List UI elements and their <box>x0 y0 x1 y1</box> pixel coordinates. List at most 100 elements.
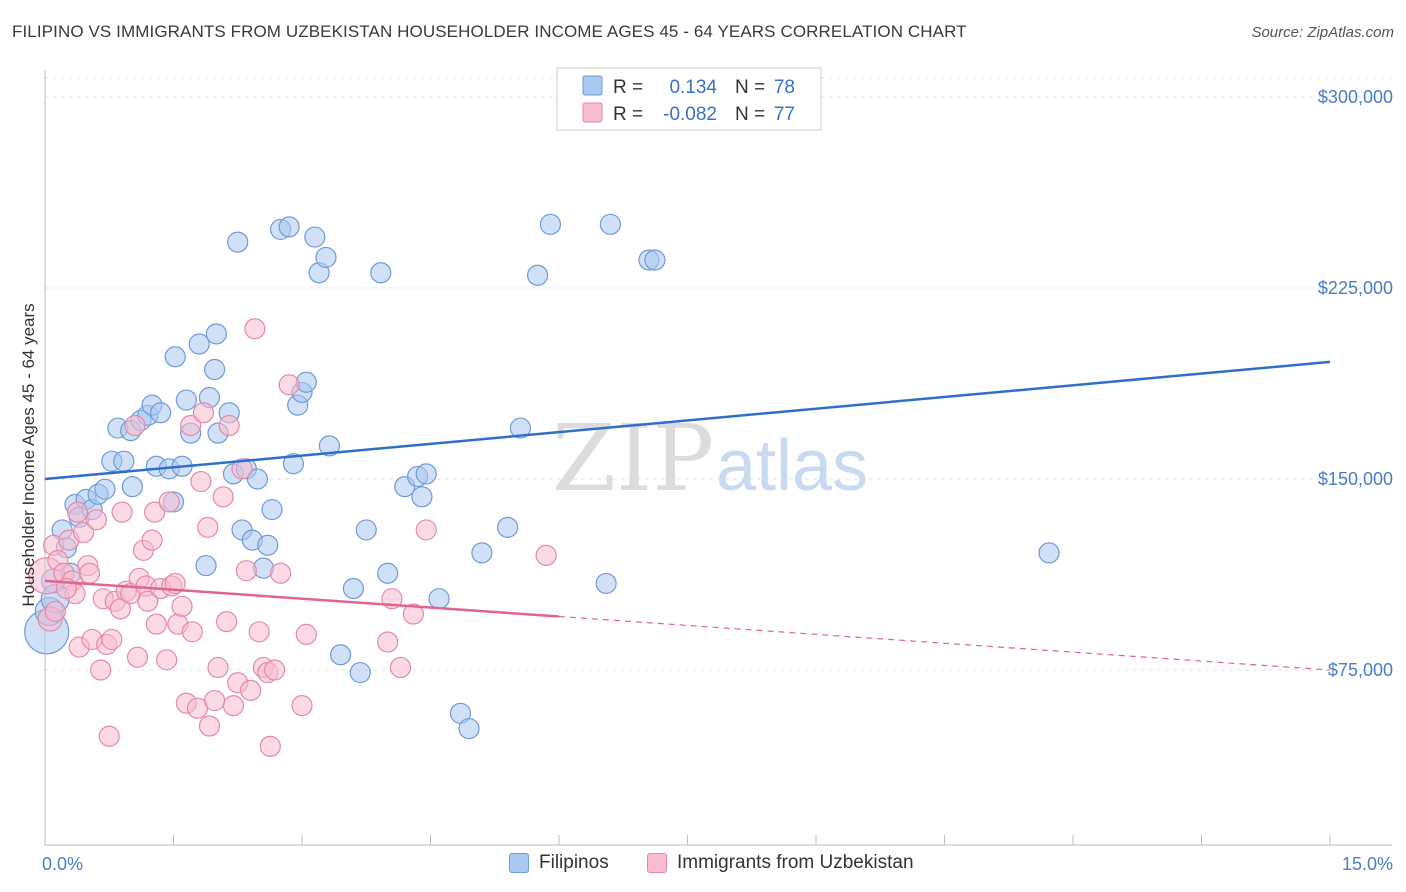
point-filipinos <box>195 554 217 577</box>
point-uzbekistan <box>101 628 123 651</box>
point-filipinos <box>315 246 337 269</box>
point-uzbekistan <box>156 649 178 671</box>
chart-source: Source: ZipAtlas.com <box>1251 24 1394 41</box>
legend-label-filipinos: Filipinos <box>539 852 609 873</box>
trend-line-uzbekistan-dashed <box>558 615 1331 671</box>
point-filipinos <box>377 562 399 584</box>
point-filipinos <box>497 516 519 538</box>
trend-lines <box>44 360 1331 671</box>
trend-line-filipinos <box>44 360 1331 481</box>
point-filipinos <box>304 226 326 248</box>
point-uzbekistan <box>240 679 262 701</box>
point-uzbekistan <box>145 613 167 635</box>
point-filipinos <box>1038 542 1060 564</box>
legend-n-label: N = <box>735 104 765 125</box>
axes <box>44 70 1392 846</box>
point-filipinos <box>370 262 392 284</box>
point-filipinos <box>342 577 364 600</box>
legend-item-uzbekistan: Immigrants from Uzbekistan <box>647 852 914 874</box>
point-uzbekistan <box>180 414 202 437</box>
point-uzbekistan <box>235 560 257 582</box>
watermark: ZIP atlas <box>552 405 868 512</box>
legend-r-value: -0.082 <box>663 104 717 125</box>
point-filipinos <box>458 717 480 740</box>
point-filipinos <box>188 333 210 355</box>
point-filipinos <box>526 264 549 286</box>
point-uzbekistan <box>85 509 108 531</box>
point-uzbekistan <box>192 402 215 424</box>
point-uzbekistan <box>204 689 226 712</box>
point-uzbekistan <box>263 659 286 681</box>
point-uzbekistan <box>212 486 234 508</box>
chart-title: FILIPINO VS IMMIGRANTS FROM UZBEKISTAN H… <box>12 22 967 41</box>
legend-r-label: R = <box>613 104 643 125</box>
point-filipinos <box>349 661 371 684</box>
point-uzbekistan <box>137 590 159 612</box>
point-uzbekistan <box>44 600 66 623</box>
legend-n-value: 78 <box>774 77 795 98</box>
data-points <box>24 213 1060 758</box>
point-uzbekistan <box>535 544 557 567</box>
point-uzbekistan <box>171 595 193 617</box>
point-filipinos <box>94 478 116 500</box>
legend-swatch-filipinos <box>509 853 529 873</box>
trend-line-uzbekistan <box>44 579 560 618</box>
point-uzbekistan <box>181 621 203 643</box>
watermark-atlas: atlas <box>716 426 868 506</box>
point-filipinos <box>204 358 226 381</box>
point-uzbekistan <box>141 529 163 551</box>
y-tick-label: $75,000 <box>1328 660 1393 680</box>
point-uzbekistan <box>190 470 212 493</box>
point-uzbekistan <box>98 725 120 747</box>
point-filipinos <box>113 450 135 472</box>
point-uzbekistan <box>198 715 221 737</box>
legend-r-label: R = <box>613 77 643 98</box>
point-uzbekistan <box>278 374 300 396</box>
point-uzbekistan <box>377 631 399 653</box>
legend-label-uzbekistan: Immigrants from Uzbekistan <box>677 852 914 873</box>
point-filipinos <box>329 644 352 666</box>
point-uzbekistan <box>197 516 219 538</box>
point-uzbekistan <box>90 659 112 681</box>
legend-n-value: 77 <box>774 104 795 125</box>
point-filipinos <box>150 402 172 424</box>
point-uzbekistan <box>78 562 101 584</box>
point-uzbekistan <box>126 646 149 668</box>
point-uzbekistan <box>207 656 229 679</box>
point-filipinos <box>282 453 305 475</box>
point-uzbekistan <box>72 521 95 544</box>
tick-labels: $75,000 $150,000 $225,000 $300,000 0.0% 15.0% <box>42 87 1393 874</box>
legend-r-value: 0.134 <box>669 77 717 98</box>
point-filipinos <box>471 542 493 564</box>
y-tick-label: $300,000 <box>1318 87 1393 107</box>
y-tick-label: $150,000 <box>1318 469 1393 489</box>
point-filipinos <box>175 389 197 411</box>
point-uzbekistan <box>231 458 253 480</box>
legend-swatch-uzbekistan <box>582 102 603 123</box>
point-filipinos <box>539 213 562 235</box>
point-filipinos <box>415 463 437 485</box>
point-filipinos <box>318 435 341 457</box>
legend-item-filipinos: Filipinos <box>509 852 609 874</box>
point-uzbekistan <box>259 735 281 758</box>
point-uzbekistan <box>144 501 166 523</box>
point-filipinos <box>428 588 450 610</box>
point-uzbekistan <box>111 501 133 523</box>
point-uzbekistan <box>244 318 266 340</box>
point-uzbekistan <box>66 501 89 523</box>
point-filipinos <box>227 231 249 253</box>
y-tick-label: $225,000 <box>1318 278 1393 298</box>
point-filipinos <box>278 216 300 238</box>
point-uzbekistan <box>389 656 412 679</box>
y-axis-label: Householder Income Ages 45 - 64 years <box>19 303 38 606</box>
point-uzbekistan <box>222 695 245 717</box>
legend-box: R = 0.134 N = 78 R = -0.082 N = 77 <box>556 67 822 131</box>
point-filipinos <box>205 323 227 345</box>
legend-swatch-filipinos <box>582 75 603 96</box>
point-uzbekistan <box>291 695 313 717</box>
bottom-legend: Filipinos Immigrants from Uzbekistan <box>0 850 1406 880</box>
point-uzbekistan <box>248 621 270 643</box>
point-filipinos <box>595 572 617 595</box>
point-filipinos <box>644 249 666 271</box>
x-tick-label: 0.0% <box>42 854 83 874</box>
